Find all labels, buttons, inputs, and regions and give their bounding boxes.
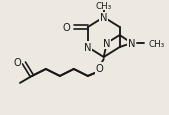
Text: N: N	[103, 39, 111, 49]
Text: O: O	[62, 23, 70, 33]
Text: CH₃: CH₃	[149, 39, 165, 48]
Text: N: N	[128, 39, 135, 49]
Text: N: N	[100, 13, 107, 23]
Text: N: N	[84, 43, 92, 53]
Text: CH₃: CH₃	[96, 2, 112, 11]
Text: O: O	[96, 63, 104, 73]
Text: O: O	[13, 58, 21, 67]
